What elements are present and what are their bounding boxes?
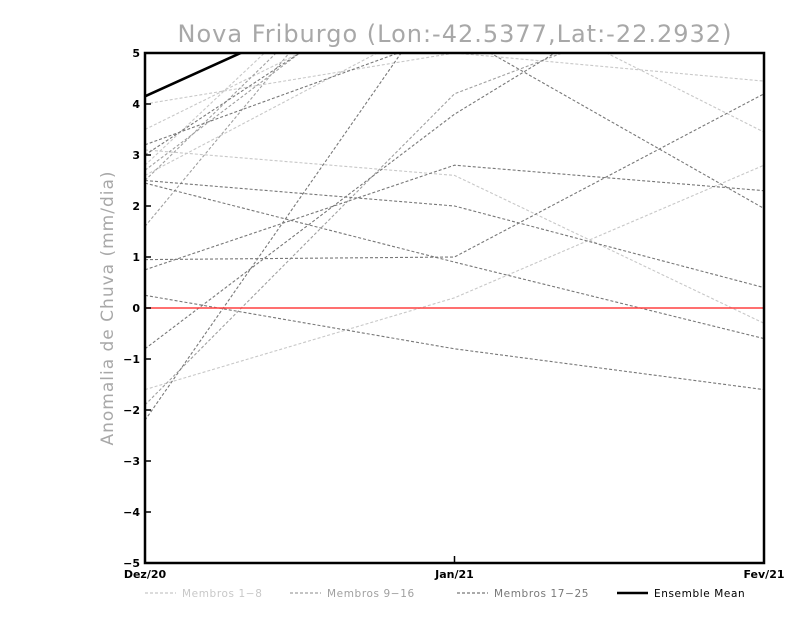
member-line-9 (145, 53, 290, 227)
legend-label-membros-17-25: Membros 17−25 (494, 588, 589, 600)
y-tick-label: −5 (123, 557, 140, 570)
member-line-1 (145, 53, 379, 176)
chart-title: Nova Friburgo (Lon:-42.5377,Lat:-22.2932… (178, 20, 733, 48)
member-line-19 (145, 53, 764, 209)
member-line-6 (145, 53, 764, 133)
legend-label-membros-9-16: Membros 9−16 (327, 588, 415, 600)
y-tick-label: 3 (132, 149, 140, 162)
ensemble-mean-line (145, 53, 244, 98)
y-tick-label: 4 (132, 98, 140, 111)
legend: Membros 1−8 Membros 9−16 Membros 17−25 Ense… (145, 588, 745, 600)
y-tick-label: 1 (132, 251, 140, 264)
member-line-14 (145, 294, 764, 391)
member-line-3 (145, 149, 764, 324)
y-tick-label: 0 (132, 302, 140, 315)
member-line-10 (145, 53, 564, 406)
y-tick-label: −3 (123, 455, 140, 468)
member-line-11 (145, 179, 764, 289)
member-line-4 (145, 164, 764, 391)
member-line-17 (145, 53, 402, 421)
y-tick-label: −2 (123, 404, 140, 417)
y-tick-label: 2 (132, 200, 140, 213)
legend-label-ensemble-mean: Ensemble Mean (654, 588, 745, 600)
x-axis-ticks: Dez/20 Jan/21 Fev/21 (124, 556, 785, 581)
x-tick-label: Jan/21 (434, 568, 474, 581)
legend-label-membros-1-8: Membros 1−8 (182, 588, 263, 600)
y-tick-label: −4 (123, 506, 140, 519)
y-axis-label: Anomalia de Chuva (mm/dia) (98, 170, 118, 445)
series-layer (145, 53, 764, 421)
x-tick-label: Dez/20 (124, 568, 167, 581)
member-line-12 (145, 93, 764, 261)
member-line-13 (145, 182, 764, 340)
y-tick-label: −1 (123, 353, 140, 366)
member-line-2 (145, 53, 266, 166)
y-axis-ticks: 5 4 3 2 1 0 −1 −2 −3 −4 −5 (123, 47, 151, 570)
y-tick-label: 5 (132, 47, 140, 60)
member-line-15 (145, 164, 764, 271)
x-tick-label: Fev/21 (743, 568, 784, 581)
member-line-5 (145, 53, 764, 105)
